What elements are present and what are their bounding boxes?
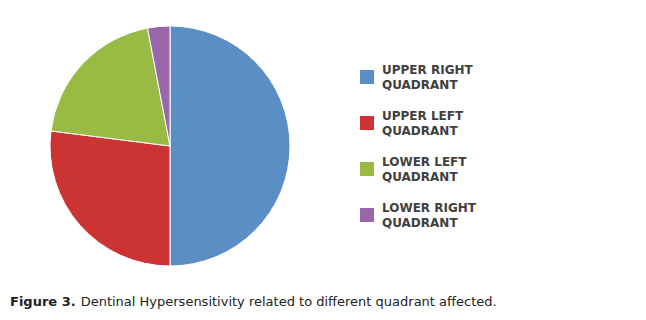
- pie: [50, 26, 290, 266]
- caption-text: Dentinal Hypersensitivity related to dif…: [81, 294, 497, 309]
- caption: Figure 3. Dentinal Hypersensitivity relat…: [10, 294, 497, 309]
- pie-slice: [50, 131, 170, 266]
- legend-label: LOWER RIGHTQUADRANT: [382, 201, 477, 230]
- legend: UPPER RIGHTQUADRANT UPPER LEFTQUADRANT LOW…: [360, 63, 477, 230]
- legend-label: LOWER LEFTQUADRANT: [382, 155, 467, 184]
- caption-title: Figure 3.: [10, 294, 76, 309]
- legend-swatch: [360, 70, 374, 84]
- pie-slice: [170, 26, 290, 266]
- legend-label: UPPER LEFTQUADRANT: [382, 109, 464, 138]
- legend-swatch: [360, 162, 374, 176]
- legend-swatch: [360, 116, 374, 130]
- legend-swatch: [360, 208, 374, 222]
- legend-label: UPPER RIGHTQUADRANT: [382, 63, 474, 92]
- pie-slice: [148, 26, 170, 146]
- chart: UPPER RIGHTQUADRANT UPPER LEFTQUADRANT LOW…: [0, 0, 646, 320]
